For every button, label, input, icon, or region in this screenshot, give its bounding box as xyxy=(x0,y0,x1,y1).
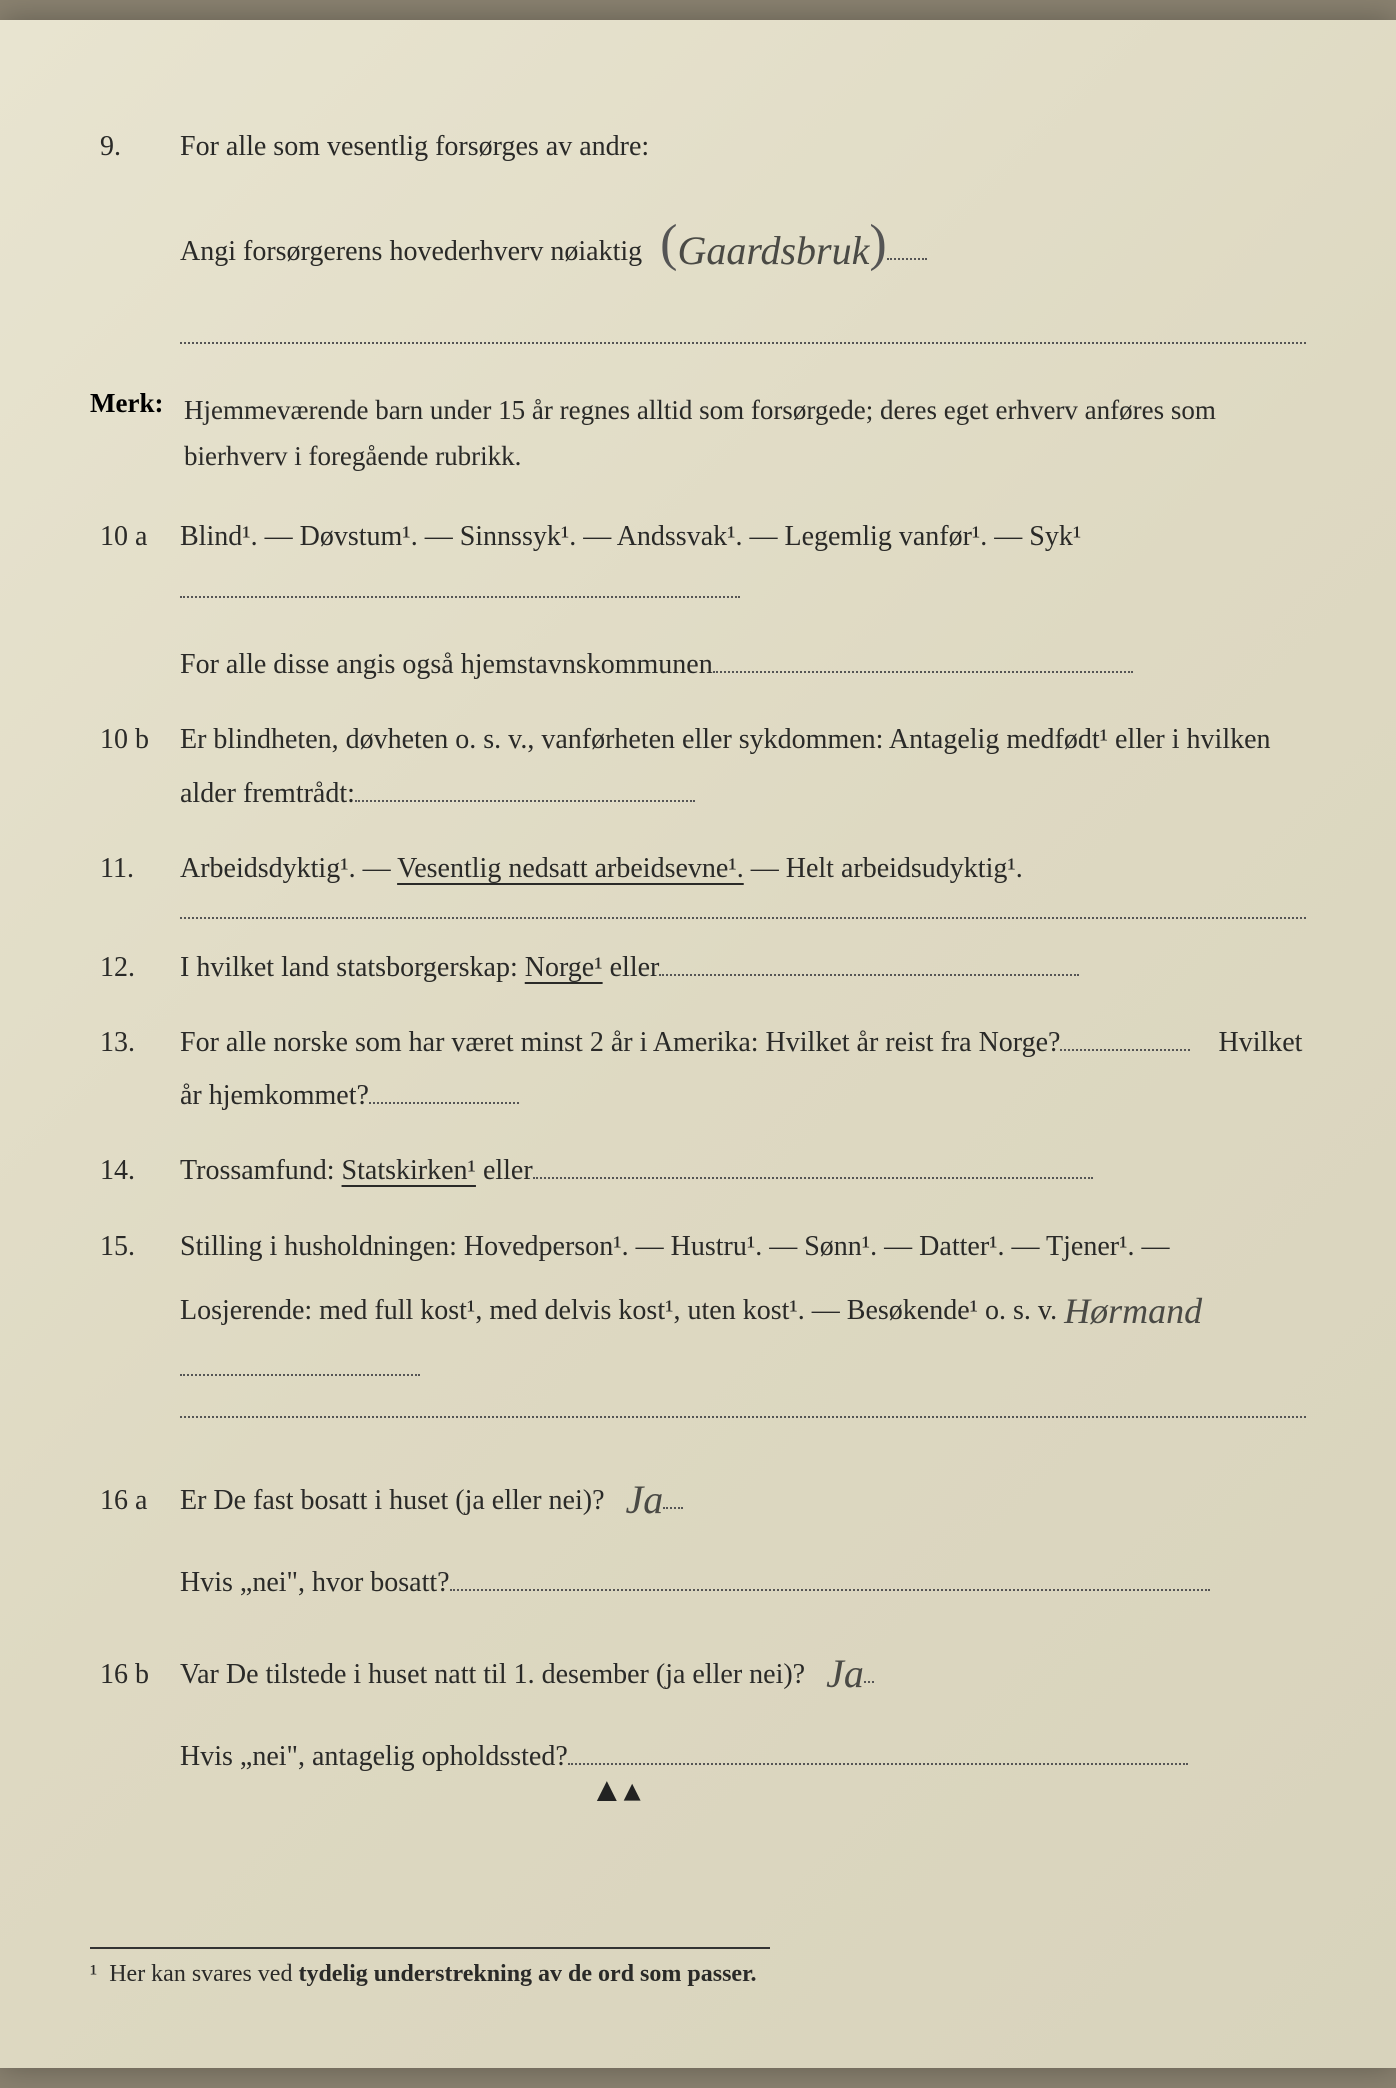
footnote-bold: tydelig understrekning av de ord som pas… xyxy=(298,1961,756,1987)
q12-a: I hvilket land statsborgerskap: xyxy=(180,952,525,983)
q12-number: 12. xyxy=(90,941,180,994)
q13-text: For alle norske som har været minst 2 år… xyxy=(180,1016,1306,1122)
dotted-fill xyxy=(659,948,1079,976)
merk-note: Merk: Hjemmeværende barn under 15 år reg… xyxy=(90,374,1306,480)
q14-underlined: Statskirken¹ xyxy=(342,1155,476,1186)
q10b-number: 10 b xyxy=(90,713,180,766)
q16b-text: Var De tilstede i huset natt til 1. dese… xyxy=(180,1632,1306,1708)
dotted-fill xyxy=(180,1348,420,1376)
question-10a: 10 a Blind¹. — Døvstum¹. — Sinnssyk¹. — … xyxy=(90,510,1306,616)
footnote: ¹ Her kan svares ved tydelig understrekn… xyxy=(90,1947,770,1988)
q9-line1: For alle som vesentlig forsørges av andr… xyxy=(180,120,1306,173)
footnote-marker: ¹ xyxy=(90,1961,97,1987)
q9-number: 9. xyxy=(90,120,180,173)
q16a-line2-row: Hvis „nei", hvor bosatt? xyxy=(180,1556,1306,1609)
q12-underlined: Norge¹ xyxy=(525,952,603,983)
q16a-number: 16 a xyxy=(90,1474,180,1527)
q11-b: — Helt arbeidsudyktig¹. xyxy=(744,853,1023,884)
question-16a: 16 a Er De fast bosatt i huset (ja eller… xyxy=(90,1458,1306,1534)
q16b-answer: Ja xyxy=(826,1636,864,1712)
q15-answer: Hørmand xyxy=(1064,1277,1202,1345)
q9-line2: Angi forsørgerens hovederhverv nøiaktig xyxy=(180,225,642,278)
dotted-fill xyxy=(887,232,927,260)
q10b-text: Er blindheten, døvheten o. s. v., vanfør… xyxy=(180,713,1306,819)
ink-blot-icon: ▲▴ xyxy=(590,1770,641,1810)
q16a-line2: Hvis „nei", hvor bosatt? xyxy=(180,1556,450,1609)
q13-number: 13. xyxy=(90,1016,180,1069)
q14-number: 14. xyxy=(90,1144,180,1197)
dotted-fill xyxy=(864,1655,874,1683)
dotted-fill xyxy=(355,774,695,802)
question-13: 13. For alle norske som har været minst … xyxy=(90,1016,1306,1122)
q11-underlined: Vesentlig nedsatt arbeidsevne¹. xyxy=(397,853,744,884)
q15-divider xyxy=(180,1416,1306,1418)
q16b-q: Var De tilstede i huset natt til 1. dese… xyxy=(180,1659,805,1690)
question-14: 14. Trossamfund: Statskirken¹ eller xyxy=(90,1144,1306,1197)
dotted-fill xyxy=(568,1737,1188,1765)
paren-open: ( xyxy=(660,195,677,294)
merk-label: Merk: xyxy=(90,388,180,419)
q14-b: eller xyxy=(476,1155,533,1186)
dotted-fill xyxy=(1060,1023,1190,1051)
q16b-line2: Hvis „nei", antagelig opholdssted? xyxy=(180,1730,568,1783)
q16a-answer: Ja xyxy=(626,1462,664,1538)
question-12: 12. I hvilket land statsborgerskap: Norg… xyxy=(90,941,1306,994)
dotted-fill xyxy=(663,1481,683,1509)
question-9: 9. For alle som vesentlig forsørges av a… xyxy=(90,120,1306,173)
q12-b: eller xyxy=(603,952,660,983)
footnote-text: Her kan svares ved xyxy=(109,1961,298,1987)
q11-number: 11. xyxy=(90,842,180,895)
q9-blank-line xyxy=(180,316,1306,344)
dotted-fill xyxy=(369,1076,519,1104)
q16b-line2-row: Hvis „nei", antagelig opholdssted? xyxy=(180,1730,1306,1783)
merk-text: Hjemmeværende barn under 15 år regnes al… xyxy=(184,388,1300,480)
dotted-fill xyxy=(450,1563,1210,1591)
q15-number: 15. xyxy=(90,1220,180,1273)
q14-a: Trossamfund: xyxy=(180,1155,342,1186)
dotted-fill xyxy=(180,570,740,598)
q11-divider xyxy=(180,917,1306,919)
q12-text: I hvilket land statsborgerskap: Norge¹ e… xyxy=(180,941,1306,994)
q10a-options: Blind¹. — Døvstum¹. — Sinnssyk¹. — Andss… xyxy=(180,521,1081,552)
paren-close: ) xyxy=(869,195,886,294)
q16b-number: 16 b xyxy=(90,1648,180,1701)
q9-answer: Gaardsbruk xyxy=(677,213,869,289)
question-15: 15. Stilling i husholdningen: Hovedperso… xyxy=(90,1220,1306,1395)
q14-text: Trossamfund: Statskirken¹ eller xyxy=(180,1144,1306,1197)
q10a-number: 10 a xyxy=(90,510,180,563)
q16a-q: Er De fast bosatt i huset (ja eller nei)… xyxy=(180,1485,605,1516)
q15-content: Stilling i husholdningen: Hovedperson¹. … xyxy=(180,1231,1170,1326)
question-11: 11. Arbeidsdyktig¹. — Vesentlig nedsatt … xyxy=(90,842,1306,895)
q16a-text: Er De fast bosatt i huset (ja eller nei)… xyxy=(180,1458,1306,1534)
q11-a: Arbeidsdyktig¹. — xyxy=(180,853,397,884)
dotted-fill xyxy=(713,645,1133,673)
q13-line1: For alle norske som har været minst 2 år… xyxy=(180,1027,1060,1058)
question-10b: 10 b Er blindheten, døvheten o. s. v., v… xyxy=(90,713,1306,819)
dotted-fill xyxy=(533,1151,1093,1179)
q10a-line2: For alle disse angis også hjemstavnskomm… xyxy=(180,638,713,691)
question-16b: 16 b Var De tilstede i huset natt til 1.… xyxy=(90,1632,1306,1708)
q10a-text: Blind¹. — Døvstum¹. — Sinnssyk¹. — Andss… xyxy=(180,510,1306,616)
q11-text: Arbeidsdyktig¹. — Vesentlig nedsatt arbe… xyxy=(180,842,1306,895)
q15-text: Stilling i husholdningen: Hovedperson¹. … xyxy=(180,1220,1306,1395)
q10b-content: Er blindheten, døvheten o. s. v., vanfør… xyxy=(180,724,1271,808)
q10a-line2-row: For alle disse angis også hjemstavnskomm… xyxy=(180,638,1306,691)
q9-line2-row: Angi forsørgerens hovederhverv nøiaktig … xyxy=(180,195,1306,294)
document-page: 9. For alle som vesentlig forsørges av a… xyxy=(0,20,1396,2068)
